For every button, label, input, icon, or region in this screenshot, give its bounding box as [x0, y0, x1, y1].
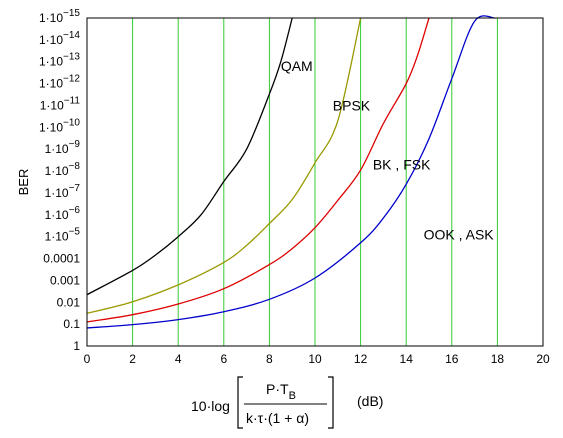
y-tick-label: 0.0001: [43, 252, 80, 266]
x-axis-formula: 10·log P·TB k·τ·(1 + α) (dB): [191, 376, 383, 429]
y-tick-label: 1·10−13: [39, 52, 80, 69]
series-line: [86, 17, 293, 296]
formula-right-bracket: [328, 376, 334, 429]
y-tick-label: 1·10−9: [45, 139, 81, 156]
grid: [86, 18, 544, 346]
y-tick-label: 1·10−14: [39, 30, 80, 47]
y-tick-label: 1·10−5: [45, 227, 81, 244]
plot-frame: [86, 17, 544, 347]
series-label: QAM: [281, 58, 313, 74]
formula-denominator: k·τ·(1 + α): [246, 410, 309, 426]
series-line: [86, 15, 496, 329]
series-lines: [86, 15, 496, 329]
y-axis-title: BER: [16, 169, 31, 196]
formula-numerator: P·TB: [266, 381, 296, 402]
x-tick-label: 14: [400, 352, 414, 366]
y-tick-labels: 1 0.1 0.01 0.001 0.0001 1·10−5 1·10−6 1·10−7 1·1…: [39, 8, 80, 353]
y-tick-label: 1·10−11: [40, 95, 81, 112]
y-tick-label: 1·10−6: [45, 205, 81, 222]
y-tick-label: 0.1: [63, 317, 80, 331]
series-label: OOK , ASK: [424, 226, 495, 242]
y-tick-label: 0.001: [50, 273, 80, 287]
y-tick-label: 1·10−12: [39, 74, 80, 91]
x-tick-label: 12: [354, 352, 368, 366]
x-tick-label: 20: [536, 352, 550, 366]
x-tick-labels: 0 2 4 6 8 10 12 14 16 18 20: [84, 352, 550, 366]
y-tick-label: 1·10−10: [39, 117, 80, 134]
series-line: [86, 17, 362, 314]
x-tick-label: 8: [266, 352, 273, 366]
x-tick-label: 16: [445, 352, 459, 366]
formula-unit: (dB): [357, 393, 383, 409]
x-tick-label: 18: [491, 352, 505, 366]
x-tick-label: 0: [84, 352, 91, 366]
formula-prefix: 10·log: [191, 398, 230, 414]
x-tick-label: 6: [220, 352, 227, 366]
y-tick-label: 0.01: [57, 295, 81, 309]
x-tick-label: 10: [308, 352, 322, 366]
x-tick-label: 2: [129, 352, 136, 366]
y-tick-label: 1·10−8: [45, 161, 81, 178]
y-tick-label: 1·10−15: [39, 8, 80, 25]
series-label: BK , FSK: [373, 157, 431, 173]
x-tick-label: 4: [175, 352, 182, 366]
y-tick-label: 1: [73, 339, 80, 353]
series-line: [86, 17, 430, 323]
formula-left-bracket: [237, 376, 243, 429]
curve-labels: OOK , ASK BK , FSK BPSK QAM: [281, 58, 494, 242]
y-tick-label: 1·10−7: [45, 183, 81, 200]
series-label: BPSK: [333, 97, 371, 113]
